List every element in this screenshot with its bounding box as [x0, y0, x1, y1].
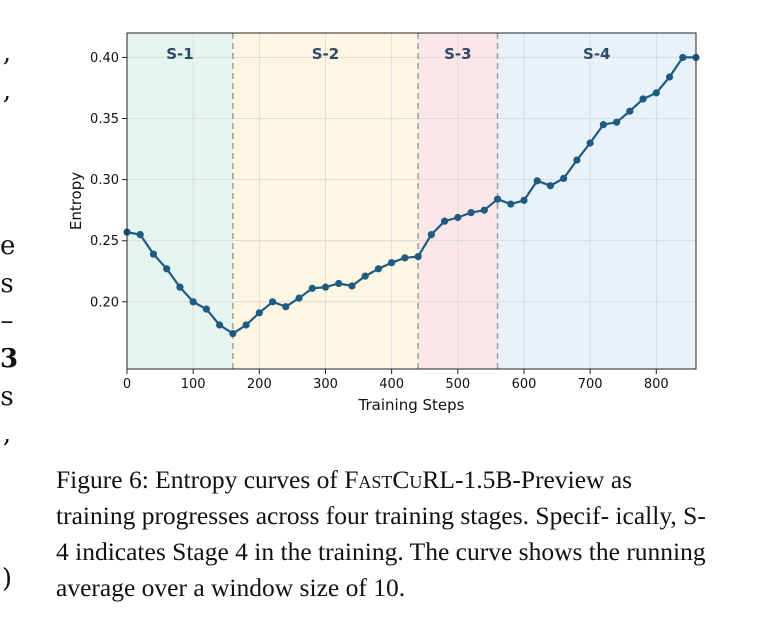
- x-tick-label: 500: [445, 377, 470, 392]
- data-point: [374, 265, 383, 273]
- data-point: [586, 139, 594, 147]
- data-point: [163, 265, 171, 273]
- data-point: [440, 217, 449, 225]
- data-point: [414, 252, 422, 261]
- stage-label: S-2: [312, 45, 339, 63]
- stage-labels: S-1 S-2 S-3 S-4: [166, 45, 610, 63]
- data-point: [295, 294, 303, 302]
- data-point: [361, 272, 369, 280]
- data-point: [493, 195, 502, 203]
- data-point: [255, 309, 263, 317]
- y-tick-label: 0.25: [90, 234, 119, 249]
- data-point: [308, 284, 316, 292]
- margin-char: ,: [2, 38, 12, 68]
- data-point: [546, 182, 555, 190]
- data-point: [520, 196, 528, 204]
- y-tick-label: 0.20: [90, 295, 119, 310]
- data-point: [282, 303, 290, 311]
- data-point: [679, 53, 687, 62]
- plot-frame: [126, 32, 697, 370]
- caption-suffix: -1.5B-Preview as training progresses acr…: [56, 465, 706, 602]
- data-point: [507, 200, 515, 208]
- x-tick-label: 600: [512, 377, 537, 392]
- data-point: [599, 121, 607, 129]
- margin-char: s: [0, 382, 14, 412]
- data-point: [467, 209, 475, 217]
- y-axis-label: Entropy: [67, 172, 85, 230]
- data-point: [454, 213, 462, 222]
- data-point: [268, 298, 277, 306]
- margin-char: –: [0, 306, 14, 336]
- data-point: [189, 298, 197, 306]
- stage-backgrounds: [127, 33, 696, 369]
- x-tick-label: 300: [313, 377, 338, 392]
- x-tick-label: 800: [644, 377, 669, 392]
- margin-char: ,: [2, 419, 12, 449]
- caption-prefix: Figure 6: Entropy curves of: [56, 465, 345, 494]
- data-point: [136, 231, 144, 239]
- stage-label: S-1: [166, 45, 193, 63]
- stage-band: [127, 33, 233, 369]
- data-point: [149, 250, 158, 258]
- margin-char: ,: [2, 76, 12, 106]
- stage-dividers: [232, 33, 499, 369]
- data-point: [665, 73, 674, 81]
- data-point: [216, 321, 224, 329]
- grid: [126, 33, 696, 369]
- data-point: [533, 177, 541, 185]
- data-point: [401, 254, 409, 262]
- data-point: [176, 283, 184, 291]
- x-axis-label: Training Steps: [358, 396, 465, 414]
- stage-label: S-4: [583, 45, 610, 63]
- caption-method-name: FastCuRL: [344, 465, 456, 494]
- stage-label: S-3: [444, 45, 471, 63]
- data-point: [335, 279, 343, 288]
- margin-char: 3: [0, 344, 19, 374]
- stage-band: [497, 33, 696, 369]
- data-point: [652, 89, 660, 97]
- data-point: [626, 107, 634, 115]
- margin-char: ): [1, 564, 13, 594]
- data-point: [560, 174, 568, 182]
- figure-caption: Figure 6: Entropy curves of FastCuRL-1.5…: [56, 462, 716, 606]
- data-point: [321, 283, 330, 291]
- data-point: [573, 156, 581, 164]
- data-point: [613, 118, 621, 126]
- margin-char: e: [0, 231, 16, 261]
- x-tick-label: 0: [123, 377, 131, 392]
- data-point: [242, 321, 250, 329]
- data-point: [202, 305, 210, 313]
- entropy-chart: S-1 S-2 S-3 S-4 0 100 200 300 400 500 600 700 800 0.…: [67, 32, 700, 414]
- data-point: [639, 95, 647, 103]
- x-tick-label: 100: [181, 377, 206, 392]
- x-tick-label: 200: [247, 377, 272, 392]
- y-tick-label: 0.40: [90, 51, 119, 66]
- x-tick-label: 700: [578, 377, 603, 392]
- y-tick-label: 0.35: [90, 112, 119, 127]
- data-point: [348, 282, 356, 290]
- y-tick-label: 0.30: [90, 173, 119, 188]
- data-point: [427, 231, 435, 239]
- data-point: [229, 329, 237, 338]
- data-point: [480, 206, 488, 214]
- series: [123, 53, 700, 338]
- axis-ticks: 0 100 200 300 400 500 600 700 800 0.20 0.25 0.30 0.3…: [90, 51, 669, 392]
- data-point: [388, 259, 396, 267]
- x-tick-label: 400: [379, 377, 404, 392]
- margin-char: s: [0, 269, 14, 299]
